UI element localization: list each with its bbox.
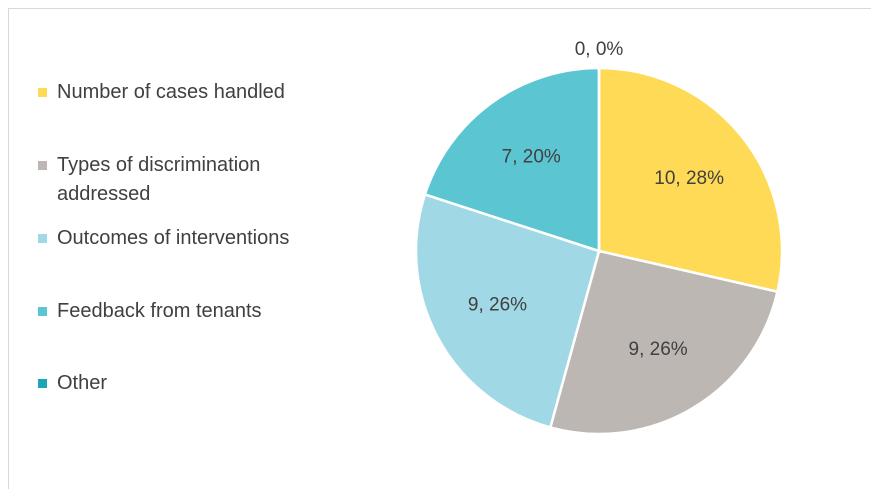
legend-swatch — [38, 379, 47, 388]
data-label: 9, 26% — [629, 339, 688, 360]
data-label: 9, 26% — [468, 295, 527, 316]
data-label: 10, 28% — [654, 168, 724, 189]
legend-swatch — [38, 307, 47, 316]
chart: 10, 28% 9, 26% 9, 26% 7, 20% 0, 0% Number of… — [0, 0, 871, 489]
legend-item: Types of discrimination addressed — [38, 151, 308, 209]
legend-swatch — [38, 88, 47, 97]
legend-swatch — [38, 234, 47, 243]
data-label: 7, 20% — [502, 147, 561, 168]
legend-label: Other — [57, 369, 308, 398]
legend-label: Feedback from tenants — [57, 297, 308, 326]
legend-label: Number of cases handled — [57, 78, 308, 107]
legend-item: Number of cases handled — [38, 78, 308, 107]
legend-label: Types of discrimination addressed — [57, 151, 308, 209]
legend-item: Outcomes of interventions — [38, 224, 308, 253]
data-label: 0, 0% — [575, 39, 624, 60]
legend-item: Other — [38, 369, 308, 398]
legend-swatch — [38, 161, 47, 170]
legend-label: Outcomes of interventions — [57, 224, 308, 253]
legend-item: Feedback from tenants — [38, 297, 308, 326]
